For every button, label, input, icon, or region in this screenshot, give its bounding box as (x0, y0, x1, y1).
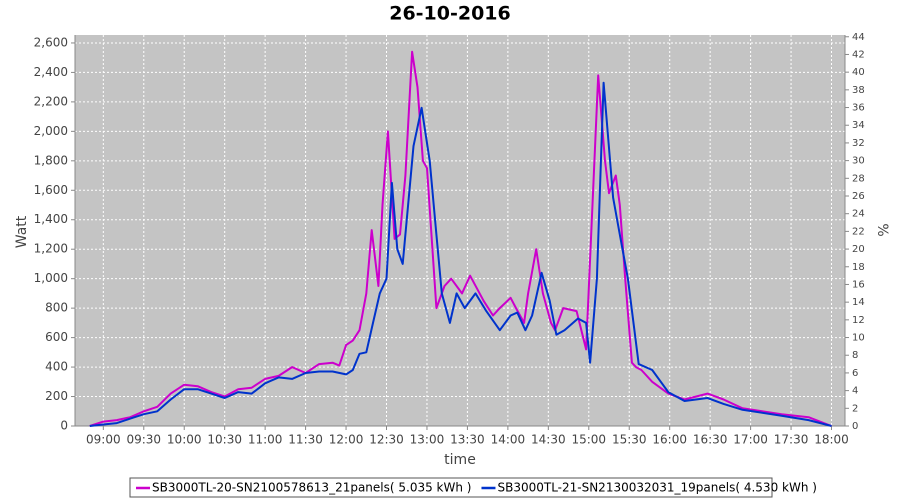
y-tick-label: 200 (45, 389, 68, 403)
x-tick-label: 18:00 (814, 433, 849, 447)
y2-tick-label: 42 (852, 49, 865, 60)
y2-tick-label: 20 (852, 244, 865, 255)
y2-tick-label: 34 (852, 120, 865, 131)
y2-tick-label: 12 (852, 315, 865, 326)
x-tick-label: 14:30 (531, 433, 566, 447)
legend-label: SB3000TL-20-SN2100578613_21panels( 5.035… (152, 481, 471, 495)
y2-tick-label: 14 (852, 297, 865, 308)
y2-tick-label: 40 (852, 67, 865, 78)
y2-tick-label: 44 (852, 32, 865, 43)
x-tick-label: 14:00 (491, 433, 526, 447)
x-tick-label: 16:00 (652, 433, 687, 447)
y-tick-label: 1,200 (34, 242, 68, 256)
chart-title: 26-10-2016 (389, 3, 511, 25)
x-tick-label: 17:30 (774, 433, 809, 447)
x-axis-label: time (444, 452, 476, 468)
y2-tick-label: 4 (852, 386, 858, 397)
y2-tick-label: 2 (852, 403, 858, 414)
y2-tick-label: 32 (852, 138, 865, 149)
series-line (89, 81, 832, 427)
x-tick-label: 09:00 (86, 433, 121, 447)
x-tick-label: 12:00 (329, 433, 364, 447)
series-line (89, 50, 832, 427)
x-tick-label: 09:30 (126, 433, 161, 447)
y2-tick-label: 36 (852, 103, 865, 114)
y2-tick-label: 30 (852, 156, 865, 167)
y-tick-label: 2,400 (34, 65, 68, 79)
y-tick-label: 0 (60, 419, 68, 433)
x-tick-label: 11:30 (288, 433, 323, 447)
x-tick-label: 13:00 (410, 433, 445, 447)
y-axis-label: Watt (14, 215, 30, 248)
y-tick-label: 2,000 (34, 124, 68, 138)
x-tick-label: 10:00 (167, 433, 202, 447)
y2-tick-label: 8 (852, 350, 858, 361)
y-tick-label: 2,600 (34, 35, 68, 49)
x-tick-label: 12:30 (369, 433, 404, 447)
legend-label: SB3000TL-21-SN2130032031_19panels( 4.530… (497, 481, 816, 495)
y2-tick-label: 0 (852, 421, 858, 432)
y-tick-label: 800 (45, 301, 68, 315)
legend-box (129, 477, 773, 498)
y2-tick-label: 16 (852, 279, 865, 290)
y2-tick-label: 6 (852, 368, 858, 379)
y2-axis-label: % (874, 223, 890, 236)
y2-tick-label: 22 (852, 226, 865, 237)
x-tick-label: 15:30 (612, 433, 647, 447)
x-tick-label: 10:30 (207, 433, 242, 447)
plot-area (75, 35, 845, 426)
y-tick-label: 2,200 (34, 94, 68, 108)
y2-tick-label: 10 (852, 333, 865, 344)
y2-tick-label: 18 (852, 262, 865, 273)
x-tick-label: 13:30 (450, 433, 485, 447)
x-tick-label: 16:30 (693, 433, 728, 447)
y-tick-label: 1,400 (34, 212, 68, 226)
y2-tick-label: 28 (852, 173, 865, 184)
y2-tick-label: 38 (852, 85, 865, 96)
x-tick-label: 11:00 (248, 433, 283, 447)
y-tick-label: 400 (45, 360, 68, 374)
y2-tick-label: 26 (852, 191, 865, 202)
y-tick-label: 1,800 (34, 153, 68, 167)
y2-tick-label: 24 (852, 209, 865, 220)
y-tick-label: 600 (45, 330, 68, 344)
y-tick-label: 1,600 (34, 183, 68, 197)
x-tick-label: 15:00 (571, 433, 606, 447)
x-tick-label: 17:00 (733, 433, 768, 447)
y-tick-label: 1,000 (34, 271, 68, 285)
